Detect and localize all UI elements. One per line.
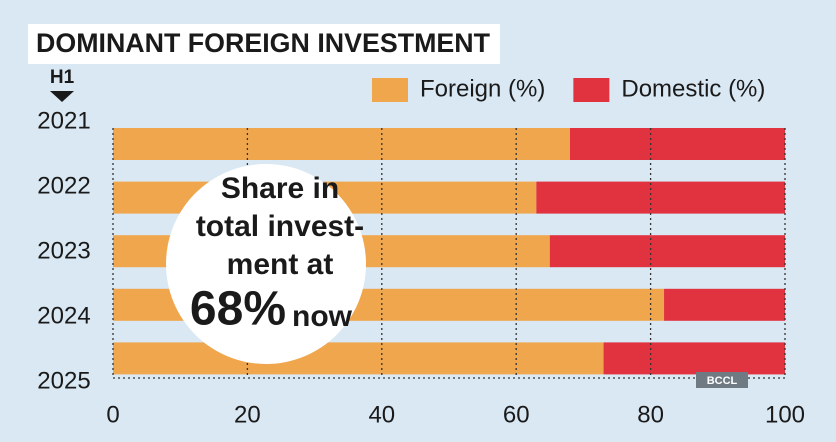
watermark: BCCL [707, 375, 738, 387]
y-tick-label: 2024 [37, 302, 90, 329]
y-tick-label: 2023 [37, 237, 90, 264]
y-tick-label: 2022 [37, 172, 90, 199]
bar-segment [536, 181, 785, 214]
x-tick-label: 20 [234, 401, 261, 428]
x-tick-label: 80 [637, 401, 664, 428]
period-arrow [50, 91, 74, 102]
legend-label: Domestic (%) [621, 75, 765, 102]
annotation-highlight: 68% [190, 283, 286, 336]
x-tick-label: 0 [106, 401, 119, 428]
chart-title: DOMINANT FOREIGN INVESTMENT [36, 28, 491, 58]
x-tick-label: 60 [503, 401, 530, 428]
annotation-bubble [166, 164, 366, 364]
legend-swatch [372, 78, 408, 102]
annotation-text: Share in [221, 172, 339, 205]
annotation-text: total invest- [196, 210, 364, 243]
bar-segment [113, 342, 604, 375]
watermark-box [696, 372, 748, 388]
x-tick-label: 40 [368, 401, 395, 428]
period-label: H1 [50, 67, 75, 88]
bar-segment [569, 128, 785, 160]
title-box [28, 24, 500, 64]
x-tick-label: 100 [765, 401, 805, 428]
annotation-suffix: now [292, 300, 353, 333]
legend-swatch [573, 78, 610, 102]
bar-segment [603, 342, 785, 375]
bar-segment [549, 235, 785, 268]
legend-label: Foreign (%) [420, 75, 545, 102]
y-tick-label: 2025 [37, 367, 90, 394]
bar-segment [664, 288, 785, 321]
annotation-text: ment at [227, 248, 334, 281]
y-tick-label: 2021 [37, 107, 90, 134]
bar-segment [113, 128, 570, 160]
